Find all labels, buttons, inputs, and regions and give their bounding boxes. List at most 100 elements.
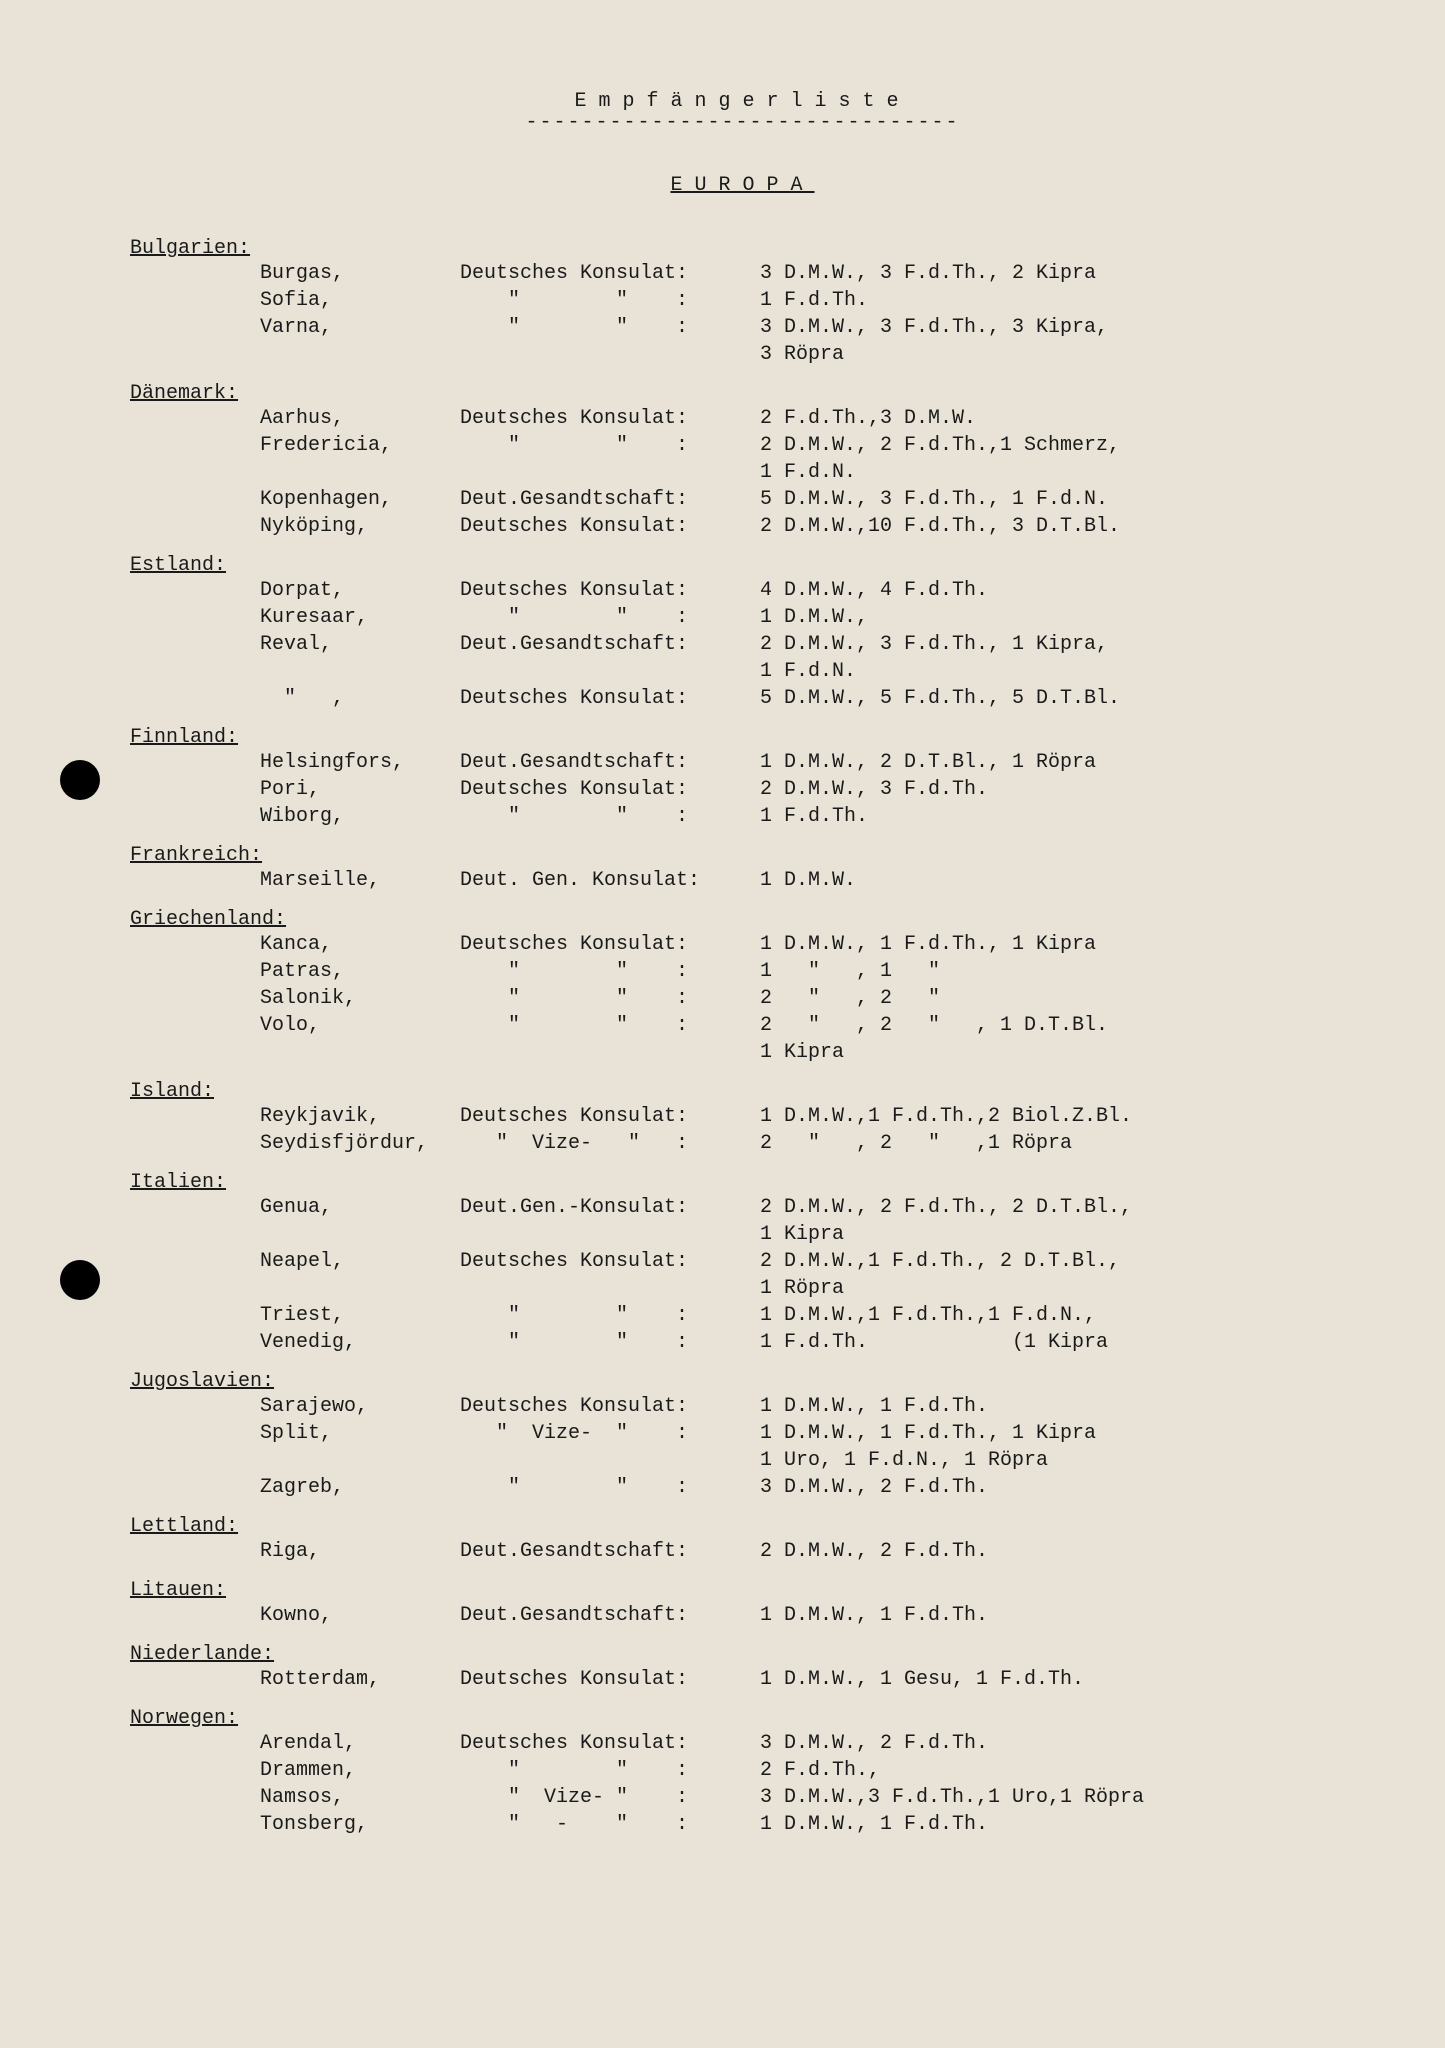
list-item: 3 Röpra	[130, 341, 1355, 368]
city-cell: Neapel,	[260, 1248, 460, 1275]
indent-spacer	[130, 985, 260, 1012]
office-cell: " - " :	[460, 1811, 760, 1838]
office-cell	[460, 1221, 760, 1248]
details-cell: 2 D.M.W., 3 F.d.Th., 1 Kipra,	[760, 631, 1355, 658]
office-cell: " " :	[460, 985, 760, 1012]
office-cell: " " :	[460, 432, 760, 459]
office-cell: " " :	[460, 314, 760, 341]
page-title: Empfängerliste	[130, 90, 1355, 113]
details-cell: 5 D.M.W., 5 F.d.Th., 5 D.T.Bl.	[760, 685, 1355, 712]
indent-spacer	[130, 314, 260, 341]
list-item: Salonik, " " :2 " , 2 "	[130, 985, 1355, 1012]
country-block: Griechenland:Kanca,Deutsches Konsulat:1 …	[130, 908, 1355, 1066]
city-cell: Wiborg,	[260, 803, 460, 830]
details-cell: 3 Röpra	[760, 341, 1355, 368]
list-item: Kowno,Deut.Gesandtschaft:1 D.M.W., 1 F.d…	[130, 1602, 1355, 1629]
indent-spacer	[130, 1329, 260, 1356]
country-name: Norwegen:	[130, 1707, 238, 1730]
details-cell: 2 D.M.W., 2 F.d.Th.	[760, 1538, 1355, 1565]
list-item: 1 Röpra	[130, 1275, 1355, 1302]
details-cell: 2 " , 2 " , 1 D.T.Bl.	[760, 1012, 1355, 1039]
office-cell: Deutsches Konsulat:	[460, 1666, 760, 1693]
list-item: Arendal,Deutsches Konsulat:3 D.M.W., 2 F…	[130, 1730, 1355, 1757]
office-cell: Deutsches Konsulat:	[460, 1103, 760, 1130]
list-item: 1 Kipra	[130, 1221, 1355, 1248]
city-cell: Fredericia,	[260, 432, 460, 459]
office-cell	[460, 341, 760, 368]
list-item: Venedig, " " :1 F.d.Th. (1 Kipra	[130, 1329, 1355, 1356]
list-item: 1 Uro, 1 F.d.N., 1 Röpra	[130, 1447, 1355, 1474]
country-block: Dänemark:Aarhus,Deutsches Konsulat:2 F.d…	[130, 382, 1355, 540]
details-cell: 1 D.M.W., 1 F.d.Th., 1 Kipra	[760, 931, 1355, 958]
city-cell: Nyköping,	[260, 513, 460, 540]
details-cell: 1 F.d.Th.	[760, 803, 1355, 830]
country-name: Finnland:	[130, 726, 238, 749]
list-item: Tonsberg, " - " :1 D.M.W., 1 F.d.Th.	[130, 1811, 1355, 1838]
indent-spacer	[130, 1784, 260, 1811]
office-cell: " Vize- " :	[460, 1420, 760, 1447]
list-item: Aarhus,Deutsches Konsulat:2 F.d.Th.,3 D.…	[130, 405, 1355, 432]
country-name: Dänemark:	[130, 382, 238, 405]
indent-spacer	[130, 803, 260, 830]
city-cell: Arendal,	[260, 1730, 460, 1757]
city-cell: Burgas,	[260, 260, 460, 287]
list-item: Wiborg, " " :1 F.d.Th.	[130, 803, 1355, 830]
country-list: Bulgarien:Burgas,Deutsches Konsulat:3 D.…	[130, 237, 1355, 1838]
city-cell: Split,	[260, 1420, 460, 1447]
list-item: Marseille,Deut. Gen. Konsulat:1 D.M.W.	[130, 867, 1355, 894]
city-cell: Kopenhagen,	[260, 486, 460, 513]
details-cell: 1 D.M.W.,1 F.d.Th.,2 Biol.Z.Bl.	[760, 1103, 1355, 1130]
office-cell: Deutsches Konsulat:	[460, 1248, 760, 1275]
indent-spacer	[130, 1538, 260, 1565]
office-cell: Deutsches Konsulat:	[460, 931, 760, 958]
list-item: 1 Kipra	[130, 1039, 1355, 1066]
list-item: Kuresaar, " " :1 D.M.W.,	[130, 604, 1355, 631]
office-cell	[460, 1275, 760, 1302]
city-cell: Kowno,	[260, 1602, 460, 1629]
indent-spacer	[130, 658, 260, 685]
list-item: Drammen, " " :2 F.d.Th.,	[130, 1757, 1355, 1784]
details-cell: 2 F.d.Th.,	[760, 1757, 1355, 1784]
office-cell: Deutsches Konsulat:	[460, 513, 760, 540]
office-cell: " " :	[460, 1474, 760, 1501]
country-name: Griechenland:	[130, 908, 286, 931]
list-item: 1 F.d.N.	[130, 658, 1355, 685]
city-cell: Varna,	[260, 314, 460, 341]
office-cell: " " :	[460, 1012, 760, 1039]
indent-spacer	[130, 958, 260, 985]
details-cell: 1 D.M.W., 1 F.d.Th., 1 Kipra	[760, 1420, 1355, 1447]
country-block: Island:Reykjavik,Deutsches Konsulat:1 D.…	[130, 1080, 1355, 1157]
details-cell: 2 " , 2 "	[760, 985, 1355, 1012]
indent-spacer	[130, 577, 260, 604]
details-cell: 1 " , 1 "	[760, 958, 1355, 985]
country-name: Niederlande:	[130, 1643, 274, 1666]
details-cell: 2 D.M.W., 2 F.d.Th., 2 D.T.Bl.,	[760, 1194, 1355, 1221]
list-item: Varna, " " :3 D.M.W., 3 F.d.Th., 3 Kipra…	[130, 314, 1355, 341]
indent-spacer	[130, 685, 260, 712]
city-cell: Sarajewo,	[260, 1393, 460, 1420]
country-name: Island:	[130, 1080, 214, 1103]
city-cell	[260, 341, 460, 368]
office-cell	[460, 1039, 760, 1066]
details-cell: 2 D.M.W.,10 F.d.Th., 3 D.T.Bl.	[760, 513, 1355, 540]
country-block: Niederlande:Rotterdam,Deutsches Konsulat…	[130, 1643, 1355, 1693]
indent-spacer	[130, 604, 260, 631]
details-cell: 4 D.M.W., 4 F.d.Th.	[760, 577, 1355, 604]
country-name: Lettland:	[130, 1515, 238, 1538]
country-name: Estland:	[130, 554, 226, 577]
city-cell	[260, 1221, 460, 1248]
office-cell	[460, 1447, 760, 1474]
city-cell	[260, 1039, 460, 1066]
details-cell: 1 F.d.Th.	[760, 287, 1355, 314]
details-cell: 1 Kipra	[760, 1039, 1355, 1066]
list-item: Genua,Deut.Gen.-Konsulat:2 D.M.W., 2 F.d…	[130, 1194, 1355, 1221]
indent-spacer	[130, 1221, 260, 1248]
indent-spacer	[130, 1393, 260, 1420]
indent-spacer	[130, 1666, 260, 1693]
city-cell: Sofia,	[260, 287, 460, 314]
list-item: Reykjavik,Deutsches Konsulat:1 D.M.W.,1 …	[130, 1103, 1355, 1130]
details-cell: 1 Kipra	[760, 1221, 1355, 1248]
details-cell: 1 D.M.W.	[760, 867, 1355, 894]
list-item: Sofia, " " :1 F.d.Th.	[130, 287, 1355, 314]
indent-spacer	[130, 1130, 260, 1157]
